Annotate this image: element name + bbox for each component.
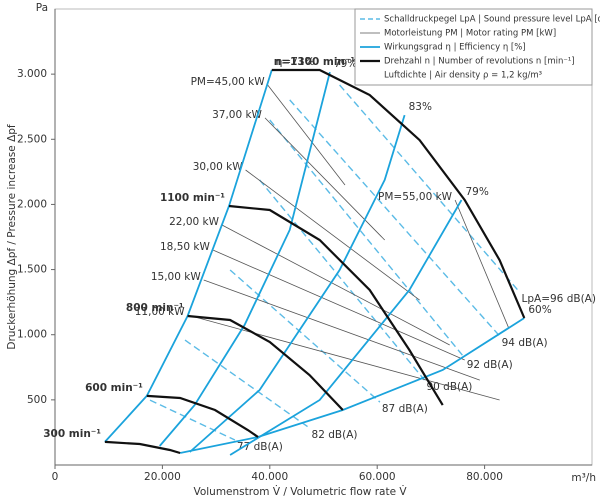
speed-curve [187,314,344,411]
power-curve [264,117,385,241]
y-tick-label: 2.500 [17,133,47,145]
speed-curve [146,394,259,438]
sound-label: 94 dB(A) [502,337,548,349]
power-label: 18,50 kW [160,241,210,253]
x-tick-label: 0 [52,471,59,483]
legend-label: Luftdichte | Air density ρ = 1,2 kg/m³ [384,71,542,81]
speed-curve [104,440,181,455]
sound-curve [259,179,426,381]
speed-label: 300 min⁻¹ [43,428,101,440]
sound-label: 92 dB(A) [467,359,513,371]
x-tick-label: 40.000 [251,471,288,483]
y-tick-label: 500 [27,394,47,406]
power-label: 22,00 kW [169,216,219,228]
sound-label: 90 dB(A) [426,381,472,393]
speed-curve [271,68,526,319]
efficiency-curve [189,114,406,453]
y-unit: Pa [36,2,48,14]
power-label: PM=55,00 kW [378,191,453,203]
x-tick-label: 20.000 [144,471,181,483]
power-label: PM=45,00 kW [191,76,266,88]
speed-label: 600 min⁻¹ [85,382,143,394]
power-label: 37,00 kW [212,109,262,121]
power-label: 30,00 kW [193,161,243,173]
legend-label: Drehzahl n | Number of revolutions n [mi… [384,57,575,67]
efficiency-label: 60% [528,304,551,316]
power-curve [267,84,346,186]
legend-box [354,8,593,86]
sound-curve [184,339,310,429]
efficiency-curve [229,199,463,456]
efficiency-curve [159,71,331,447]
power-curve [245,169,420,301]
efficiency-label: η=71% [276,56,315,68]
efficiency-label: 83% [409,101,432,113]
x-tick-label: 60.000 [359,471,396,483]
power-curve [203,279,480,381]
x-axis-label: Volumenstrom V̇ / Volumetric flow rate V… [193,485,407,498]
sound-label: LpA=96 dB(A) [522,293,596,305]
y-axis-label: Druckerhöhung Δpf / Pressure increase Δp… [6,124,18,350]
y-tick-label: 1.500 [17,264,47,276]
power-curve [212,249,465,361]
speed-label: n=1300 min⁻¹ [274,56,356,68]
efficiency-label: 79% [466,186,489,198]
legend-label: Wirkungsgrad η | Efficiency η [%] [384,43,526,53]
x-unit: m³/h [571,472,596,484]
y-tick-label: 1.000 [17,329,47,341]
power-label: 11,00 kW [135,306,185,318]
legend-label: Schalldruckpegel LpA | Sound pressure le… [384,15,600,25]
sound-curve [289,99,501,337]
legend-label: Motorleistung PM | Motor rating PM [kW] [384,29,556,39]
sound-curve [229,269,381,403]
speed-curve [228,204,444,406]
power-curve [187,314,500,401]
x-tick-label: 80.000 [466,471,503,483]
y-tick-label: 2.000 [17,198,47,210]
speed-label: 1100 min⁻¹ [160,192,225,204]
y-tick-label: 3.000 [17,68,47,80]
speed-label: 800 min⁻¹ [126,302,184,314]
efficiency-label: 79% [334,58,357,70]
sound-curve [149,399,236,441]
power-label: 15,00 kW [151,271,201,283]
sound-curve [339,84,521,293]
sound-curve [269,119,466,359]
sound-label: 82 dB(A) [312,429,358,441]
sound-label: 87 dB(A) [382,403,428,415]
power-curve [221,224,450,346]
power-curve [454,199,510,329]
